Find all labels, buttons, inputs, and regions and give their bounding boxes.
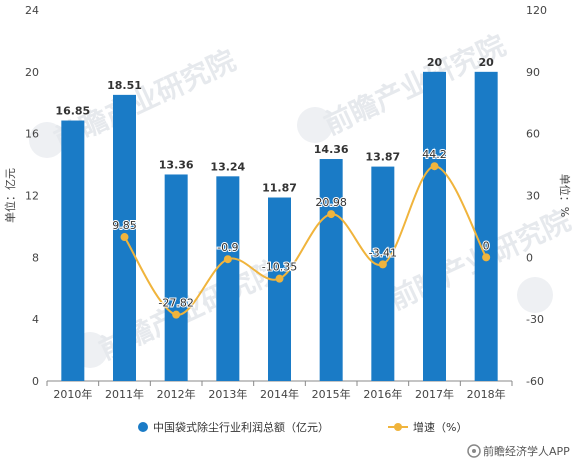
- y-tick-label: 16: [25, 128, 39, 141]
- watermark-logo-icon: [297, 107, 333, 143]
- line-value-label: 9.85: [112, 219, 137, 232]
- line-point: [172, 310, 181, 319]
- x-tick-label: 2011年: [105, 387, 144, 401]
- bar: [61, 120, 85, 381]
- x-tick-label: 2018年: [467, 387, 506, 401]
- y2-tick-label: 30: [526, 190, 540, 203]
- bar-value-label: 13.87: [365, 151, 400, 164]
- brand-name: 前瞻经济学人APP: [483, 444, 570, 458]
- bar-value-label: 14.36: [314, 143, 349, 156]
- footer: 前瞻经济学人APP: [467, 444, 570, 458]
- line-point: [482, 253, 491, 262]
- watermark-logo-icon: [517, 277, 553, 313]
- line-point: [327, 210, 336, 219]
- x-tick-label: 2012年: [157, 387, 196, 401]
- line-value-label: -0.9: [217, 241, 238, 254]
- line-value-label: -27.82: [158, 297, 193, 310]
- y-tick-label: 20: [25, 66, 39, 79]
- legend-label-line: 增速（%）: [413, 420, 467, 434]
- bar: [216, 176, 240, 381]
- bar-value-label: 13.36: [159, 158, 194, 171]
- bar-value-label: 18.51: [107, 79, 142, 92]
- line-point: [378, 260, 387, 269]
- line-value-label: -3.41: [369, 246, 397, 259]
- bar: [268, 197, 291, 381]
- y-tick-label: 8: [32, 251, 39, 264]
- bar: [164, 174, 188, 381]
- bar-value-label: 16.85: [55, 105, 90, 118]
- bar: [474, 71, 498, 381]
- x-tick-label: 2013年: [208, 387, 247, 401]
- y-tick-label: 24: [25, 4, 39, 17]
- x-tick-label: 2014年: [260, 387, 299, 401]
- bar-value-label: 20: [427, 56, 443, 69]
- bar: [423, 71, 446, 381]
- y2-tick-label: 120: [526, 4, 547, 17]
- line-point: [223, 255, 232, 264]
- y2-axis-title: 单位：%: [558, 174, 572, 217]
- line-point: [430, 162, 439, 171]
- bar: [371, 166, 395, 381]
- legend: 中国袋式除尘行业利润总额（亿元） 增速（%）: [138, 420, 467, 434]
- y2-tick-label: -30: [526, 313, 544, 326]
- legend-label-bar: 中国袋式除尘行业利润总额（亿元）: [153, 420, 329, 434]
- y-tick-label: 12: [25, 190, 39, 203]
- line-value-label: 0: [483, 239, 490, 252]
- line-point: [120, 233, 129, 242]
- line-value-label: 44.2: [422, 148, 447, 161]
- y2-tick-label: 90: [526, 66, 540, 79]
- line-value-label: -10.35: [262, 261, 297, 274]
- x-tick-label: 2010年: [53, 387, 92, 401]
- y2-tick-label: 0: [526, 251, 533, 264]
- brand-logo-icon: [467, 444, 481, 458]
- bar-value-label: 13.24: [210, 160, 245, 173]
- line-value-label: 20.98: [315, 196, 347, 209]
- y-axis-title: 单位：亿元: [3, 168, 17, 223]
- y-tick-label: 0: [32, 375, 39, 388]
- bar-value-label: 11.87: [262, 182, 297, 195]
- x-tick-label: 2015年: [312, 387, 351, 401]
- y2-tick-label: -60: [526, 375, 544, 388]
- legend-bar-marker: [138, 422, 148, 432]
- y2-tick-label: 60: [526, 128, 540, 141]
- line-point: [275, 274, 284, 283]
- watermark-logo-icon: [29, 122, 65, 158]
- bar: [319, 159, 343, 381]
- x-tick-label: 2017年: [415, 387, 454, 401]
- legend-line-point-marker: [394, 423, 402, 431]
- y-tick-label: 4: [32, 313, 39, 326]
- bar-value-label: 20: [479, 56, 495, 69]
- x-tick-label: 2016年: [363, 387, 402, 401]
